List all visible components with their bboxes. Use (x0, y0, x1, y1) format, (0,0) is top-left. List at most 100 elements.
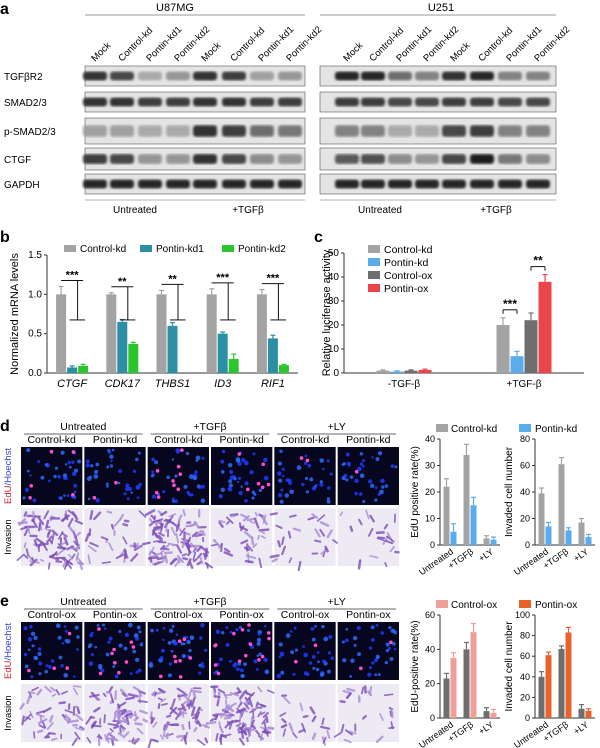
nucleus-dot (32, 498, 37, 503)
invaded-cell (201, 724, 211, 729)
nucleus-dot (330, 656, 335, 660)
blot-band (193, 179, 217, 189)
invaded-cell (74, 726, 85, 732)
invaded-cell (38, 542, 49, 547)
invaded-cell (27, 554, 33, 561)
invaded-cell (170, 698, 176, 709)
blot-band (138, 71, 162, 81)
nucleus-dot (117, 481, 121, 485)
nucleus-dot (58, 655, 63, 660)
nucleus-dot (368, 646, 373, 650)
invaded-cell (319, 528, 326, 537)
edu-positive-dot (178, 472, 183, 476)
edu-positive-dot (124, 660, 129, 664)
invaded-cell (301, 722, 307, 733)
invaded-cell (68, 719, 80, 724)
blot-band (166, 71, 190, 81)
invaded-cell (122, 522, 129, 527)
bar (538, 493, 545, 545)
invaded-cell (117, 701, 127, 708)
blot-band (335, 71, 359, 81)
nucleus-dot (306, 672, 310, 676)
invaded-cell (74, 519, 83, 525)
edu-image (147, 447, 209, 505)
nucleus-dot (367, 479, 373, 484)
bar (545, 526, 552, 545)
group-label: Pontin-ox (346, 609, 391, 621)
invaded-cell (281, 718, 287, 724)
bar (558, 464, 565, 545)
invaded-cell (133, 711, 138, 720)
invaded-cell (93, 706, 101, 713)
nucleus-dot (323, 636, 329, 642)
nucleus-dot (257, 632, 261, 636)
nucleus-dot (54, 466, 59, 470)
invaded-cell (176, 687, 186, 695)
invaded-cell (326, 529, 333, 539)
invaded-cell (202, 552, 209, 557)
invaded-cell (25, 548, 30, 557)
invaded-cell (56, 546, 67, 550)
nucleus-dot (251, 496, 255, 500)
nucleus-dot (326, 486, 331, 490)
nucleus-dot (168, 662, 172, 666)
nucleus-dot (55, 623, 61, 629)
invaded-cell (209, 717, 216, 722)
nucleus-dot (284, 493, 290, 498)
invaded-cell (235, 707, 247, 714)
legend-swatch (368, 271, 380, 279)
nucleus-dot (359, 462, 364, 466)
invaded-cell (105, 736, 110, 744)
invaded-cell (257, 534, 260, 540)
nucleus-dot (289, 630, 293, 633)
blot-band (498, 71, 522, 81)
invaded-cell (228, 719, 234, 730)
invaded-cell (157, 697, 163, 701)
nucleus-dot (356, 626, 361, 631)
significance-label: *** (66, 269, 80, 281)
invaded-cell (33, 731, 36, 739)
blot-row-label: CTGF (4, 155, 31, 166)
nucleus-dot (68, 465, 72, 469)
blot-band (442, 97, 466, 107)
nucleus-dot (168, 628, 174, 633)
bar (578, 708, 585, 718)
invaded-cell (235, 719, 241, 723)
nucleus-dot (229, 475, 235, 480)
blot-band (83, 179, 107, 189)
invaded-cell (175, 533, 180, 544)
edu-hoechst-label: EdU/Hoechst (3, 448, 14, 504)
invaded-cell (185, 544, 191, 552)
group-label: Pontin-kd (93, 434, 138, 446)
nucleus-dot (173, 641, 178, 646)
invaded-cell (31, 518, 38, 529)
invaded-cell (119, 513, 124, 521)
blot-band (415, 97, 439, 107)
invaded-cell (367, 527, 374, 537)
nucleus-dot (24, 664, 29, 669)
nucleus-dot (85, 463, 90, 468)
nucleus-dot (111, 448, 115, 452)
invaded-cell (84, 532, 90, 542)
invaded-cell (218, 521, 224, 528)
nucleus-dot (326, 497, 330, 501)
nucleus-dot (278, 642, 283, 647)
blot-band (415, 154, 439, 164)
invaded-cell (252, 543, 258, 549)
bar (463, 649, 470, 718)
blot-band (110, 179, 134, 189)
invaded-cell (148, 556, 153, 563)
nucleus-dot (174, 474, 178, 478)
invaded-cell (94, 696, 101, 701)
invaded-cell (222, 704, 231, 713)
legend-label: Control-ox (384, 270, 433, 282)
invaded-cell (367, 690, 373, 697)
edu-positive-dot (244, 653, 248, 658)
nucleus-dot (354, 491, 358, 496)
invaded-cell (47, 562, 51, 570)
bar (585, 537, 592, 545)
bar (565, 530, 572, 545)
invaded-cell (218, 519, 226, 524)
nucleus-dot (390, 464, 395, 469)
invaded-cell (219, 737, 223, 746)
